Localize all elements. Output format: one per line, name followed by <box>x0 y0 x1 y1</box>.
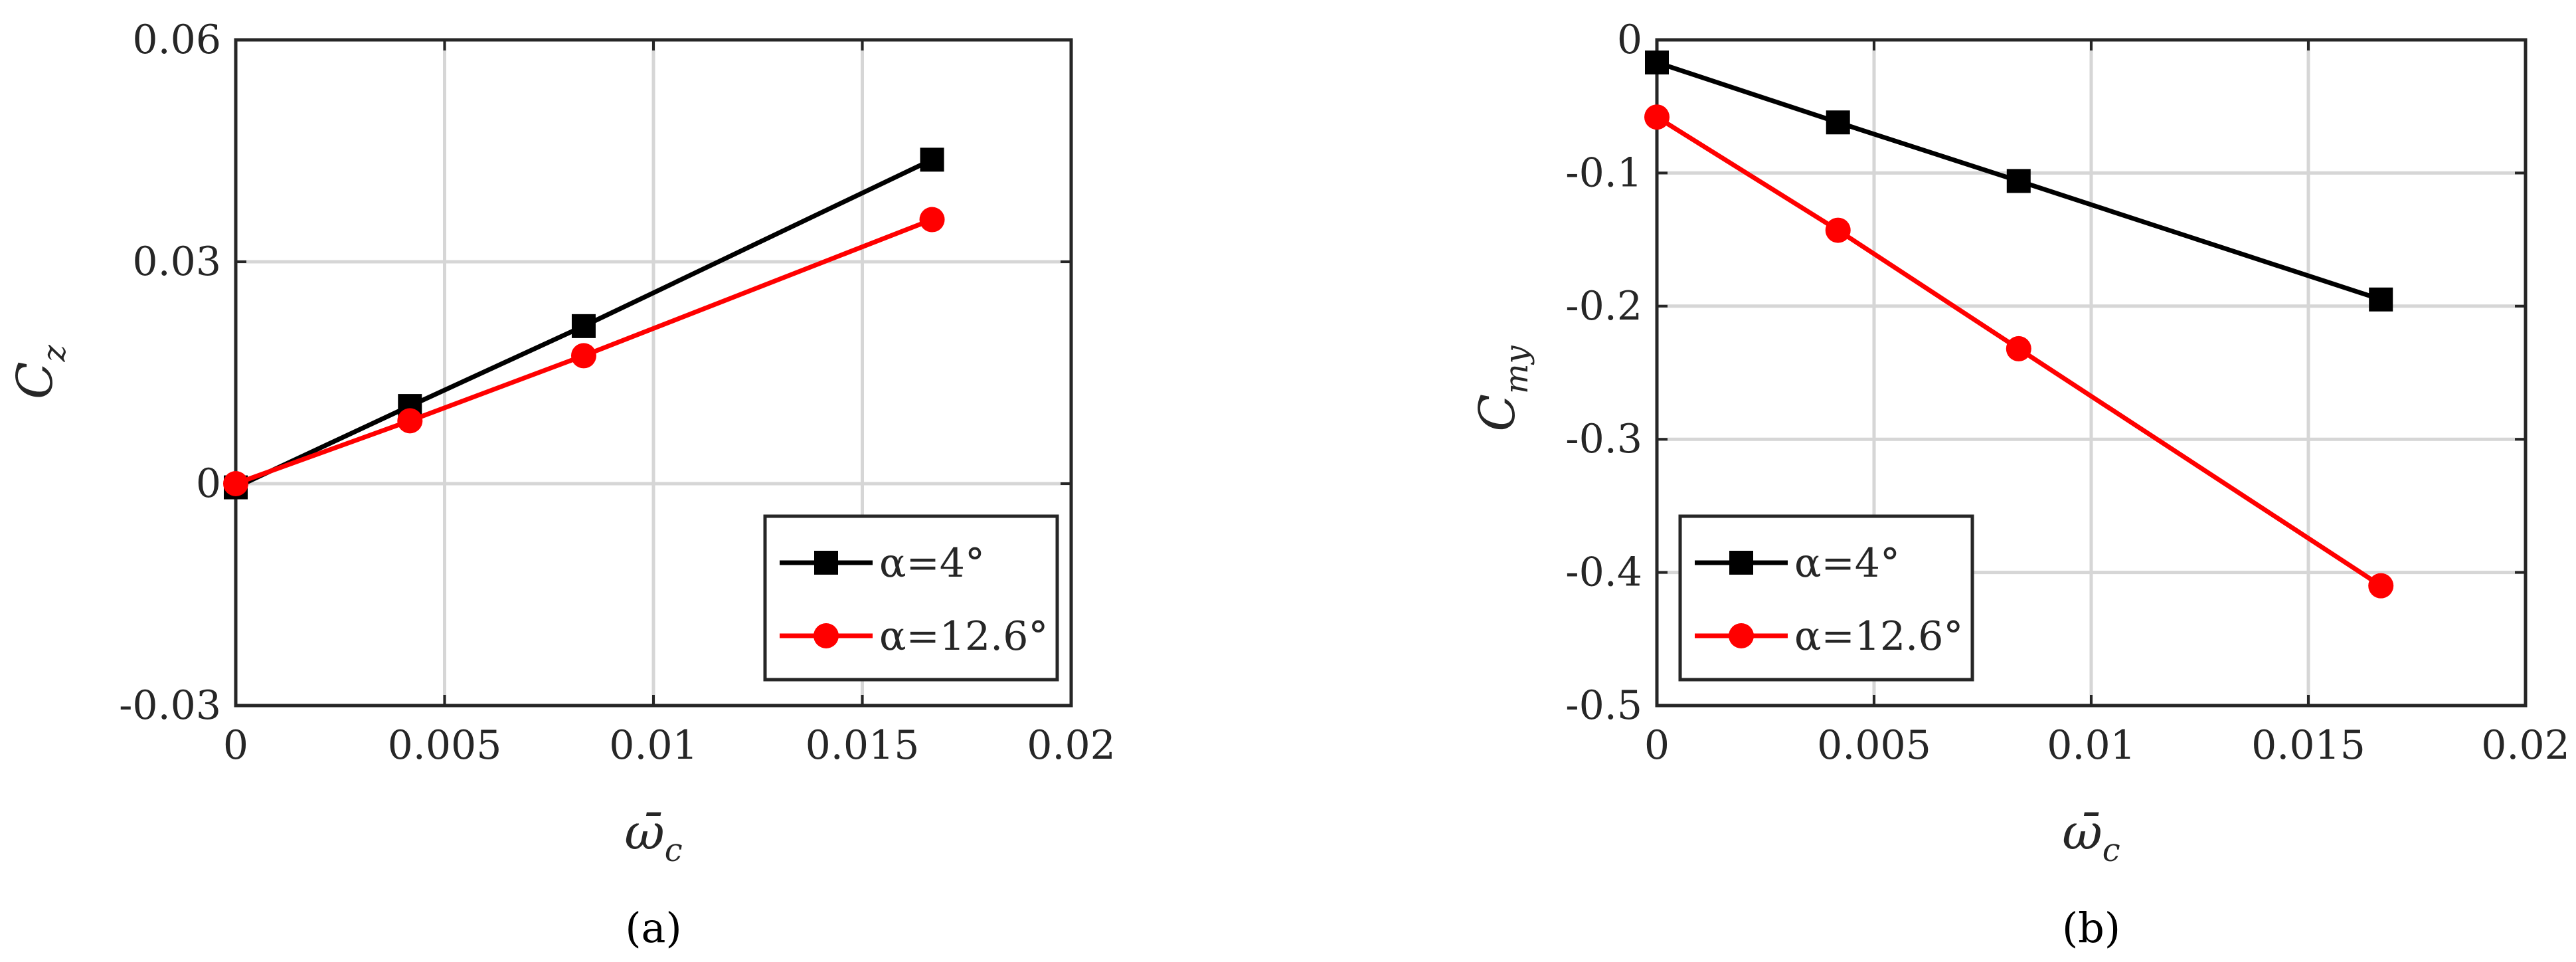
x-tick-label: 0.01 <box>609 722 698 769</box>
legend-box <box>763 514 1059 682</box>
panel-caption: (b) <box>2062 904 2120 952</box>
x-axis-label: ω̄c <box>624 804 682 869</box>
data-point-square <box>1645 50 1669 75</box>
data-point-circle <box>2368 573 2394 599</box>
legend-marker-square <box>1729 551 1753 575</box>
data-point-circle <box>397 408 423 434</box>
x-tick-label: 0 <box>223 722 248 769</box>
series-line-1 <box>234 217 933 486</box>
legend: α=4° α=12.6° <box>763 514 1059 682</box>
legend-box <box>1678 514 1974 682</box>
x-tick-label: 0.005 <box>1817 722 1931 769</box>
y-tick-label: 0.03 <box>132 239 221 285</box>
x-tick-label: 0 <box>1644 722 1670 769</box>
data-point-circle <box>570 343 596 369</box>
y-tick-label: -0.03 <box>119 682 221 729</box>
legend-marker-square <box>814 551 838 575</box>
y-axis-label: Cz <box>7 344 73 399</box>
x-axis-label-subscript: c <box>2103 832 2120 869</box>
y-tick-label: -0.4 <box>1565 549 1642 596</box>
data-point-square <box>571 314 596 338</box>
x-tick-label: 0.015 <box>2251 722 2365 769</box>
y-tick-label: 0 <box>196 460 221 507</box>
x-axis-label: ω̄c <box>2062 804 2120 869</box>
y-tick-label: 0 <box>1617 17 1642 63</box>
x-axis-label-main: ω̄ <box>2062 804 2102 861</box>
legend-label-0: α=4° <box>879 540 985 587</box>
y-tick-label: -0.2 <box>1565 283 1642 330</box>
legend-marker-circle <box>814 623 839 648</box>
chart-panel-a: 0 0.005 0.01 0.015 0.02-0.0300.030.06Czω̄cα=… <box>7 17 1116 952</box>
series-line-0 <box>234 157 934 490</box>
y-tick-label: -0.5 <box>1565 682 1642 729</box>
x-tick-label: 0.015 <box>806 722 920 769</box>
legend-marker-circle <box>1729 623 1754 648</box>
y-axis-label-subscript: z <box>36 344 73 362</box>
x-tick-label: 0.02 <box>1027 722 1116 769</box>
data-point-square <box>2369 287 2393 312</box>
x-axis-label-main: ω̄ <box>624 804 664 861</box>
y-tick-label: -0.3 <box>1565 416 1642 462</box>
series-line-1 <box>1656 115 2383 588</box>
legend: α=4° α=12.6° <box>1678 514 1974 682</box>
y-tick-label: 0.06 <box>132 17 221 63</box>
x-axis-label-subscript: c <box>665 832 683 869</box>
data-point-circle <box>1644 104 1670 130</box>
data-point-circle <box>1825 217 1851 243</box>
y-axis-label-subscript: my <box>1498 345 1535 394</box>
y-axis-label-main: C <box>7 361 64 399</box>
x-tick-label: 0.01 <box>2047 722 2136 769</box>
series-line-0 <box>1656 60 2382 302</box>
data-point-square <box>920 147 944 172</box>
y-axis-label: Cmy <box>1469 345 1535 431</box>
legend-label-1: α=12.6° <box>879 613 1048 660</box>
x-tick-label: 0.005 <box>388 722 502 769</box>
data-point-circle <box>223 471 248 496</box>
data-point-circle <box>2006 336 2031 361</box>
data-point-circle <box>919 207 945 233</box>
chart-panel-b: 0 0.005 0.01 0.015 0.02 -0.5 -0.4 -0.3 -0.2 -0.1 0… <box>1469 17 2570 952</box>
y-tick-label: -0.1 <box>1565 149 1642 196</box>
panel-caption: (a) <box>625 904 681 952</box>
legend-label-0: α=4° <box>1794 540 1900 587</box>
legend-label-1: α=12.6° <box>1794 613 1963 660</box>
data-point-square <box>1826 110 1850 135</box>
data-point-square <box>2006 169 2031 193</box>
x-tick-label: 0.02 <box>2481 722 2570 769</box>
y-axis-label-main: C <box>1469 394 1526 432</box>
